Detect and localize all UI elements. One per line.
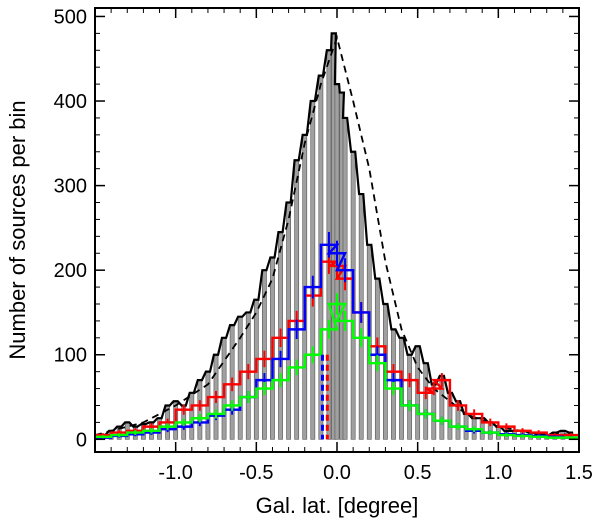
histogram-bars: [99, 32, 574, 440]
x-axis-ticks: -1.0 -0.5 0.0 0.5 1.0 1.5: [110, 8, 593, 484]
y-axis-label: Number of sources per bin: [5, 100, 30, 359]
histogram-bar: [294, 159, 300, 440]
series-layer: [94, 34, 580, 439]
mean-lines: [320, 354, 329, 440]
y-tick-label: 400: [54, 91, 87, 113]
x-tick-label: 0.0: [323, 462, 351, 484]
x-axis-label: Gal. lat. [degree]: [256, 493, 419, 518]
series-line: [95, 302, 579, 439]
x-tick-label: 0.5: [404, 462, 432, 484]
x-tick-label: -1.0: [158, 462, 192, 484]
y-tick-label: 0: [76, 429, 87, 451]
y-tick-label: 500: [54, 6, 87, 28]
x-tick-label: -0.5: [239, 462, 273, 484]
histogram-bar: [407, 354, 412, 440]
y-axis-ticks: 0 100 200 300 400 500: [54, 6, 579, 451]
x-tick-label: 1.0: [484, 462, 512, 484]
histogram-bar: [189, 392, 195, 440]
x-tick-label: 1.5: [565, 462, 593, 484]
plot-area: [94, 7, 580, 453]
y-tick-label: 300: [54, 176, 87, 198]
y-tick-label: 200: [54, 260, 87, 282]
y-tick-label: 100: [54, 345, 87, 367]
histogram-bar: [310, 100, 316, 440]
histogram-bar: [423, 362, 429, 440]
